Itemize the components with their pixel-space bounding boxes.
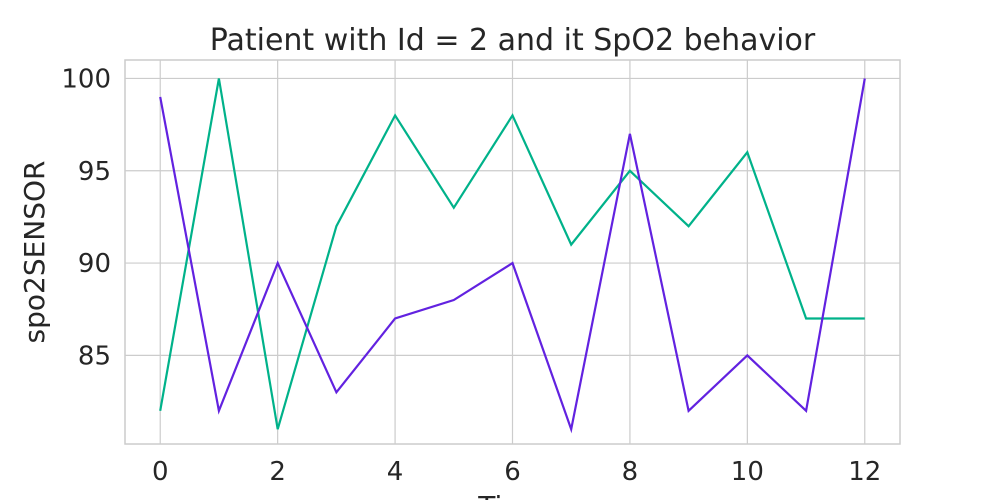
x-tick-label: 12: [848, 457, 881, 487]
x-tick-label: 10: [731, 457, 764, 487]
y-tick-label: 85: [78, 341, 111, 371]
x-axis-ticks: 0 2 4 6 8 10 12: [152, 457, 881, 487]
x-tick-label: 2: [269, 457, 286, 487]
y-tick-label: 90: [78, 249, 111, 279]
y-axis-label: spo2SENSOR: [18, 161, 51, 344]
plot-frame: [124, 59, 901, 445]
x-tick-label: 8: [622, 457, 639, 487]
y-tick-label: 95: [78, 157, 111, 187]
chart-title: Patient with Id = 2 and it SpO2 behavior: [210, 23, 816, 58]
y-axis-ticks: 85 90 95 100: [61, 64, 111, 371]
series-line-2: [159, 78, 866, 434]
x-tick-label: 4: [387, 457, 404, 487]
series-line-1: [159, 78, 865, 430]
x-tick-label: 0: [152, 457, 169, 487]
series-group: [159, 78, 866, 434]
x-axis-label: Time: [477, 490, 547, 500]
y-tick-label: 100: [61, 64, 111, 94]
x-tick-label: 6: [504, 457, 521, 487]
